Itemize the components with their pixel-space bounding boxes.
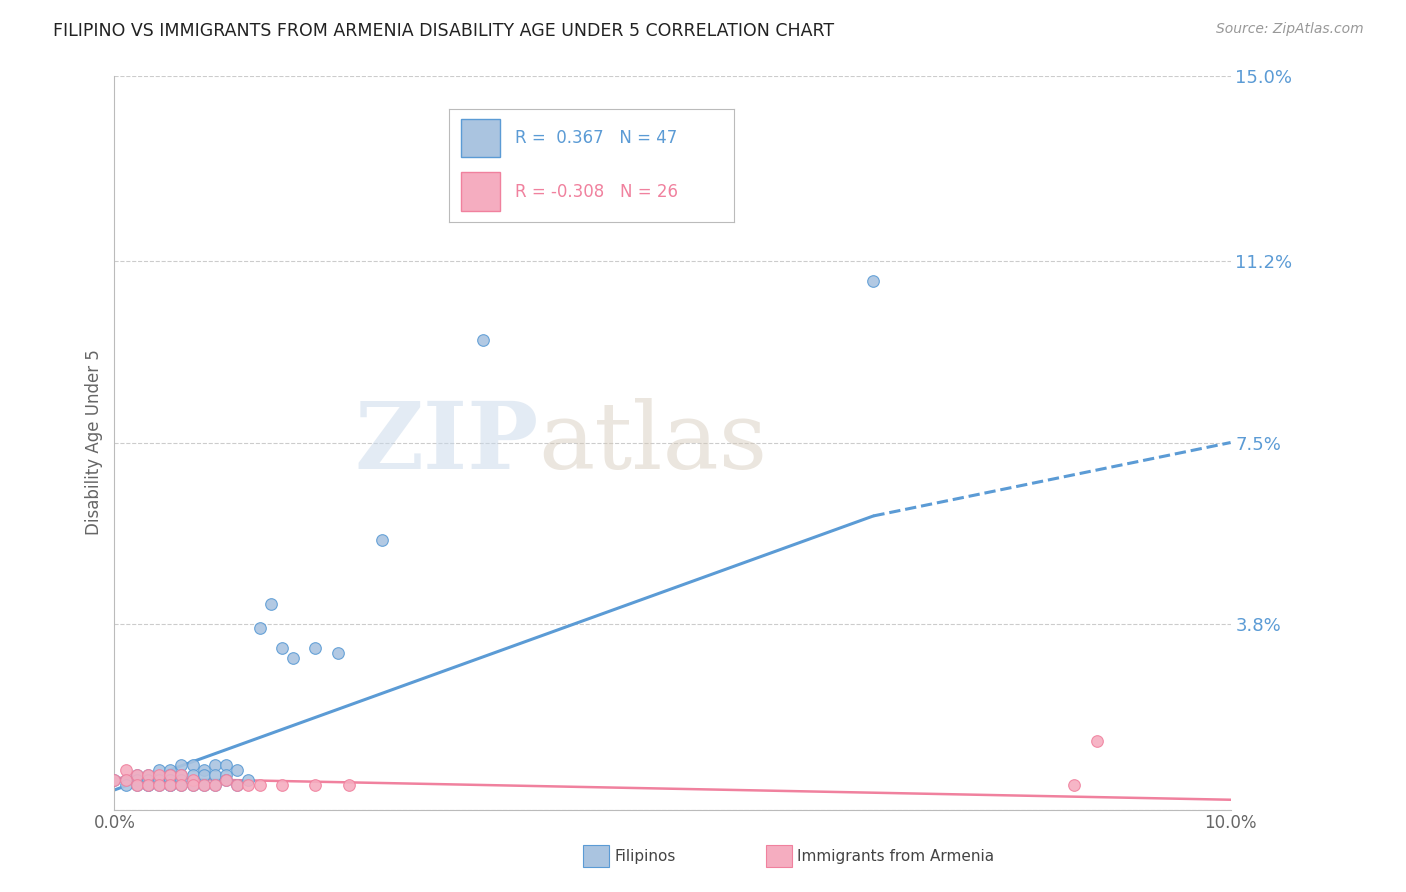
Text: FILIPINO VS IMMIGRANTS FROM ARMENIA DISABILITY AGE UNDER 5 CORRELATION CHART: FILIPINO VS IMMIGRANTS FROM ARMENIA DISA… <box>53 22 835 40</box>
Point <box>181 778 204 792</box>
Point <box>193 778 215 792</box>
Point <box>181 778 204 792</box>
Point <box>148 773 170 788</box>
Point <box>249 778 271 792</box>
Point <box>114 773 136 788</box>
Point <box>170 778 193 792</box>
Point <box>226 764 249 778</box>
Point <box>204 778 226 792</box>
Point <box>159 778 181 792</box>
Point <box>170 773 193 788</box>
Point <box>125 768 148 782</box>
Point <box>226 778 249 792</box>
Point <box>270 778 292 792</box>
Point <box>204 778 226 792</box>
Point <box>170 778 193 792</box>
Point <box>193 768 215 782</box>
Point <box>148 764 170 778</box>
Point <box>326 646 349 660</box>
Point <box>114 778 136 792</box>
Point <box>103 773 125 788</box>
Point <box>204 758 226 772</box>
Point <box>238 778 260 792</box>
Point <box>136 768 159 782</box>
Point <box>136 768 159 782</box>
Point <box>159 773 181 788</box>
Point <box>159 773 181 788</box>
Point <box>337 778 360 792</box>
Point <box>148 778 170 792</box>
Point <box>114 773 136 788</box>
Point <box>136 773 159 788</box>
Text: ZIP: ZIP <box>354 398 538 488</box>
Point <box>136 778 159 792</box>
Point <box>125 773 148 788</box>
Point <box>103 773 125 788</box>
Point <box>304 778 326 792</box>
Point <box>304 641 326 656</box>
Point <box>159 768 181 782</box>
Point <box>148 768 170 782</box>
Point <box>226 778 249 792</box>
Text: Source: ZipAtlas.com: Source: ZipAtlas.com <box>1216 22 1364 37</box>
Point <box>1085 734 1108 748</box>
Point <box>114 764 136 778</box>
Point <box>471 333 494 347</box>
Point <box>215 773 238 788</box>
Point <box>193 764 215 778</box>
Point <box>238 773 260 788</box>
Point <box>204 768 226 782</box>
Point <box>249 622 271 636</box>
Point <box>862 274 884 288</box>
Point <box>170 758 193 772</box>
Point <box>170 768 193 782</box>
Point <box>215 768 238 782</box>
Point <box>125 778 148 792</box>
Point <box>148 778 170 792</box>
Point <box>215 758 238 772</box>
Text: Filipinos: Filipinos <box>614 849 676 863</box>
Point <box>270 641 292 656</box>
Point <box>181 758 204 772</box>
Point <box>159 768 181 782</box>
Point <box>215 773 238 788</box>
Point <box>159 764 181 778</box>
Point <box>1063 778 1085 792</box>
Point <box>193 778 215 792</box>
Point <box>371 533 394 548</box>
Point <box>136 778 159 792</box>
Point <box>181 773 204 788</box>
Y-axis label: Disability Age Under 5: Disability Age Under 5 <box>86 350 103 535</box>
Text: Immigrants from Armenia: Immigrants from Armenia <box>797 849 994 863</box>
Point <box>159 778 181 792</box>
Point <box>136 778 159 792</box>
Point <box>281 650 304 665</box>
Point <box>159 778 181 792</box>
Point <box>181 768 204 782</box>
Text: atlas: atlas <box>538 398 768 488</box>
Point <box>125 768 148 782</box>
Point <box>125 778 148 792</box>
Point <box>260 597 283 611</box>
Point <box>170 768 193 782</box>
